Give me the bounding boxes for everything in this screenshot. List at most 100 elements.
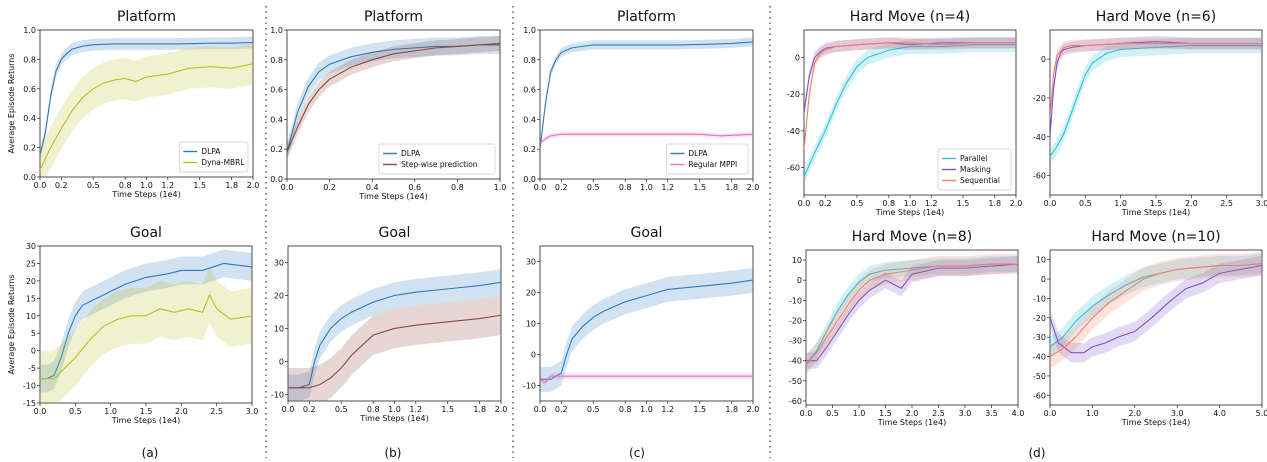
y-tick-label: 30	[26, 242, 36, 251]
x-tick-label: 2.0	[247, 181, 260, 190]
y-tick-label: -10	[523, 382, 536, 391]
y-tick-label: 25	[26, 259, 36, 268]
series-band-0	[287, 35, 500, 162]
y-tick-label: -60	[1033, 391, 1046, 400]
legend-label: Step-wise prediction	[401, 160, 478, 169]
y-tick-label: 1.0	[270, 26, 283, 35]
x-axis-label: Time Steps (1e4)	[1121, 208, 1190, 217]
series-line-2	[1050, 43, 1262, 118]
y-tick-label: 0.0	[23, 173, 36, 182]
y-tick-label: 0.6	[270, 86, 283, 95]
x-tick-label: 1.5	[693, 183, 706, 192]
series-line-2	[1050, 263, 1262, 358]
x-axis-label: Time Steps (1e4)	[111, 190, 180, 199]
x-tick-label: 0.6	[408, 183, 421, 192]
y-tick-label: 1.0	[23, 26, 36, 35]
x-tick-label: 1.5	[693, 405, 706, 414]
legend-label: Masking	[960, 165, 991, 174]
chart-title: Platform	[364, 9, 423, 25]
y-tick-label: -20	[787, 90, 800, 99]
y-tick-label: 10	[792, 256, 802, 265]
series-line-1	[288, 314, 501, 389]
y-tick-label: 0.2	[523, 145, 536, 154]
x-tick-label: 1.2	[925, 199, 938, 208]
legend-box	[378, 143, 496, 175]
legend-label: Regular MPPI	[688, 160, 737, 169]
x-tick-label: 0.0	[34, 181, 47, 190]
x-tick-label: 1.0	[640, 183, 653, 192]
series-band-1	[540, 373, 753, 386]
x-tick-label: 3.0	[246, 407, 259, 416]
x-tick-label: 1.8	[988, 199, 1001, 208]
chart-title: Hard Move (n=6)	[1096, 9, 1216, 25]
series-group	[288, 269, 501, 401]
x-tick-label: 2.5	[1220, 199, 1233, 208]
x-tick-label: 2.5	[210, 407, 223, 416]
legend-label: Sequential	[960, 176, 1000, 185]
x-tick-label: 1.0	[1114, 199, 1127, 208]
x-tick-label: 1.0	[494, 183, 507, 192]
y-tick-label: 30	[274, 258, 284, 267]
series-band-1	[806, 256, 1018, 369]
y-tick-label: 0.0	[523, 175, 536, 184]
series-line-0	[804, 44, 1016, 177]
chart-title: Goal	[379, 225, 411, 241]
series-band-1	[1050, 35, 1262, 143]
series-line-1	[40, 294, 252, 380]
y-tick-label: 0.4	[23, 114, 36, 123]
y-tick-label: 10	[1036, 256, 1046, 265]
x-tick-label: 1.5	[193, 181, 206, 190]
x-tick-label: 2.5	[932, 409, 945, 418]
chart-b-goal: Goal 0.0 0.2 0.5 0.8 1.0 1.2 1.5 1.8 2.0 -10 0 10 20 3…	[271, 225, 507, 423]
x-tick-label: 0.8	[119, 181, 132, 190]
plot-frame	[286, 29, 501, 180]
y-tick-label: -60	[789, 397, 802, 406]
legend-box	[178, 141, 249, 173]
y-tick-label: -40	[787, 127, 800, 136]
series-line-0	[540, 279, 753, 380]
y-tick-label: 10	[526, 320, 536, 329]
series-line-0	[288, 281, 501, 389]
x-tick-label: 0.0	[281, 183, 294, 192]
x-tick-label: 1.5	[957, 199, 970, 208]
y-tick-label: 0.0	[270, 175, 283, 184]
x-tick-label: 0.5	[851, 199, 864, 208]
plot-frame	[1049, 249, 1263, 406]
x-tick-label: 1.2	[409, 405, 422, 414]
x-tick-label: 1.5	[140, 407, 153, 416]
chart-title: Platform	[117, 9, 176, 25]
series-line-1	[1050, 264, 1262, 354]
y-tick-label: -20	[1033, 94, 1046, 103]
x-tick-label: 0.5	[826, 409, 839, 418]
y-axis-label: Average Episode Returns	[7, 53, 16, 153]
series-band-1	[40, 266, 252, 403]
series-line-1	[806, 263, 1018, 362]
x-tick-label: 1.5	[441, 405, 454, 414]
series-band-1	[804, 37, 1016, 118]
y-tick-label: -40	[1033, 133, 1046, 142]
x-tick-label: 0.8	[882, 199, 895, 208]
panel-label-d: (d)	[1029, 446, 1046, 460]
x-tick-label: 2.0	[1185, 199, 1198, 208]
y-tick-label: 0.6	[23, 85, 36, 94]
y-tick-label: 0.4	[270, 115, 283, 124]
x-tick-label: 1.8	[725, 183, 738, 192]
x-axis-label: Time Steps (1e4)	[1121, 418, 1190, 427]
x-tick-label: 0.0	[1044, 409, 1057, 418]
y-tick-label: -50	[789, 377, 802, 386]
y-tick-label: 0	[531, 351, 536, 360]
panel-label-b: (b)	[385, 446, 402, 460]
series-band-2	[1050, 37, 1262, 124]
series-group	[804, 37, 1016, 184]
x-tick-label: 2.0	[495, 405, 508, 414]
y-axis-label: Average Episode Returns	[7, 274, 16, 374]
y-tick-label: 15	[26, 294, 36, 303]
chart-d-n8: Hard Move (n=8) 0.0 0.5 1.0 1.5 2.0 2.5 3.0 3.5 4…	[789, 229, 1024, 427]
y-tick-label: 0.8	[270, 56, 283, 65]
chart-title: Goal	[130, 225, 162, 241]
x-tick-label: 2.0	[747, 183, 760, 192]
series-group	[806, 254, 1018, 375]
y-tick-label: 20	[274, 291, 284, 300]
x-tick-label: 0.2	[819, 199, 832, 208]
panel-label-c: (c)	[629, 446, 645, 460]
